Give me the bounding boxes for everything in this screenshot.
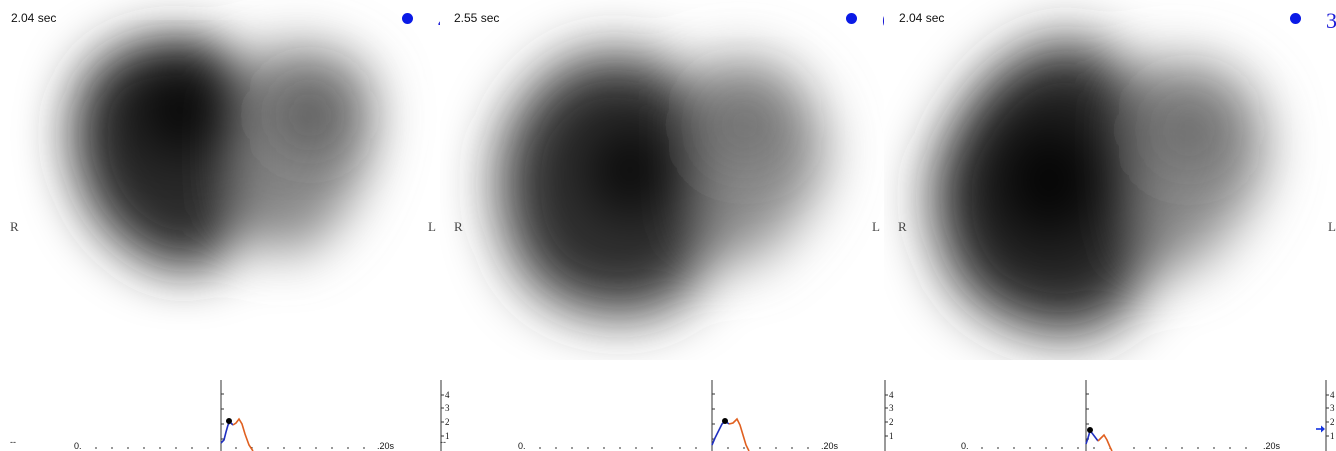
- x-axis-ticks: [539, 447, 809, 449]
- dot-marker: [1290, 13, 1301, 24]
- scan-panel-3: 2.04 sec 3 R L 4 3 2 1 0. .20s: [884, 0, 1336, 451]
- frame-number: 3: [1326, 8, 1336, 33]
- left-side-label: L: [1328, 219, 1336, 234]
- scale-arrow: [1316, 425, 1325, 433]
- scan-image-2: [499, 53, 826, 316]
- scale-ticks: [885, 394, 888, 437]
- scale-tick-4: 4: [889, 390, 894, 400]
- dot-marker: [846, 13, 857, 24]
- scale-tick-3: 3: [445, 403, 450, 413]
- x-axis-ticks: [981, 447, 1247, 449]
- scale-ticks: [441, 394, 444, 437]
- left-side-label: L: [872, 219, 880, 234]
- svg-text:3: 3: [1330, 403, 1335, 413]
- peak-point: [1087, 427, 1093, 433]
- left-side-label: L: [428, 219, 436, 234]
- frame-time-label: 2.04 sec: [899, 11, 945, 25]
- x-axis-start: 0.: [518, 441, 526, 451]
- svg-text:1: 1: [1330, 431, 1335, 441]
- activity-curve-3: 4 3 2 1 0. .20s: [884, 380, 1281, 451]
- curve-dash: --: [440, 437, 446, 447]
- frame-time-label: 2.04 sec: [11, 11, 57, 25]
- rising-curve-segment: [711, 419, 730, 446]
- rising-curve-segment: [1085, 429, 1099, 445]
- x-axis-start: 0.: [961, 441, 969, 451]
- x-axis-start: 0.: [74, 441, 82, 451]
- scale-tick-1: 1: [889, 431, 894, 441]
- scale-tick-2: 2: [445, 417, 450, 427]
- scale-tick-3: 3: [889, 403, 894, 413]
- frame-number: 6: [882, 8, 884, 34]
- edge-scale: 4 3 2 1: [1316, 380, 1335, 451]
- svg-text:4: 4: [1330, 390, 1335, 400]
- x-axis-end: .20s: [377, 441, 395, 451]
- activity-curve-2: 4 3 2 1 -- 0. .20s: [440, 380, 839, 451]
- scan-panel-2: 2.55 sec 6 R L 4 3 2 1 -- 0. .20s: [440, 0, 884, 451]
- frame-number: 4: [438, 8, 440, 34]
- scan-panel-1: 2.04 sec 4 R L -- 0. .20s: [0, 0, 440, 451]
- scale-tick-1: 1: [445, 431, 450, 441]
- right-side-label: R: [898, 219, 907, 234]
- scale-tick-2: 2: [889, 417, 894, 427]
- peak-point: [226, 418, 232, 424]
- right-side-label: R: [454, 219, 463, 234]
- falling-curve-segment: [232, 417, 254, 451]
- frame-time-label: 2.55 sec: [454, 11, 500, 25]
- x-axis-end: .20s: [1263, 441, 1281, 451]
- x-axis-end: .20s: [821, 441, 839, 451]
- scan-image-1: [72, 38, 375, 270]
- activity-curve-1: -- 0. .20s: [10, 380, 395, 451]
- falling-curve-segment: [728, 417, 750, 451]
- scan-image-3: [933, 40, 1266, 335]
- peak-point: [722, 418, 728, 424]
- dot-marker: [402, 13, 413, 24]
- curve-dash: --: [10, 437, 16, 447]
- svg-text:2: 2: [1330, 417, 1335, 427]
- right-side-label: R: [10, 219, 19, 234]
- scale-tick-4: 4: [445, 390, 450, 400]
- rising-curve-segment: [220, 420, 234, 444]
- x-axis-ticks: [95, 447, 365, 449]
- falling-curve-segment: [1097, 433, 1113, 451]
